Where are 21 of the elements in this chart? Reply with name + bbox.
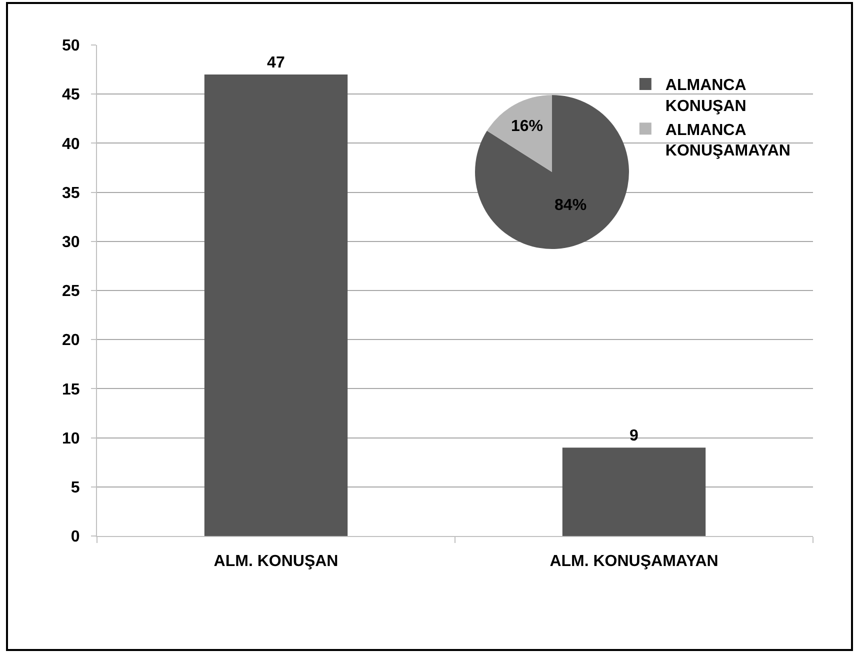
- y-tick-label: 0: [70, 528, 80, 546]
- y-tick-label: 45: [62, 86, 80, 104]
- legend-label: ALMANCA KONUŞAN: [665, 77, 747, 116]
- data-label: 47: [267, 54, 285, 72]
- y-tick-label: 25: [62, 283, 80, 300]
- data-label: 9: [630, 428, 638, 445]
- y-tick-label: 40: [62, 136, 80, 153]
- data-label: 16%: [510, 118, 543, 135]
- x-tick-label: ALM. KONUŞAN: [214, 553, 338, 570]
- pie-slice: [475, 95, 629, 249]
- pie-slice: [486, 95, 552, 172]
- x-tick-label: ALM. KONUŞAMAYAN: [550, 553, 718, 570]
- y-tick-label: 5: [70, 480, 80, 496]
- y-tick-label: 30: [62, 234, 80, 251]
- y-tick-label: 10: [62, 430, 80, 448]
- y-tick-label: 50: [62, 38, 80, 55]
- y-tick-label: 35: [62, 184, 80, 202]
- legend-label: ALMANCA KONUŞAMAYAN: [665, 122, 790, 160]
- y-tick-label: 20: [62, 332, 80, 350]
- data-label: 84%: [554, 197, 587, 214]
- y-tick-label: 15: [62, 381, 80, 398]
